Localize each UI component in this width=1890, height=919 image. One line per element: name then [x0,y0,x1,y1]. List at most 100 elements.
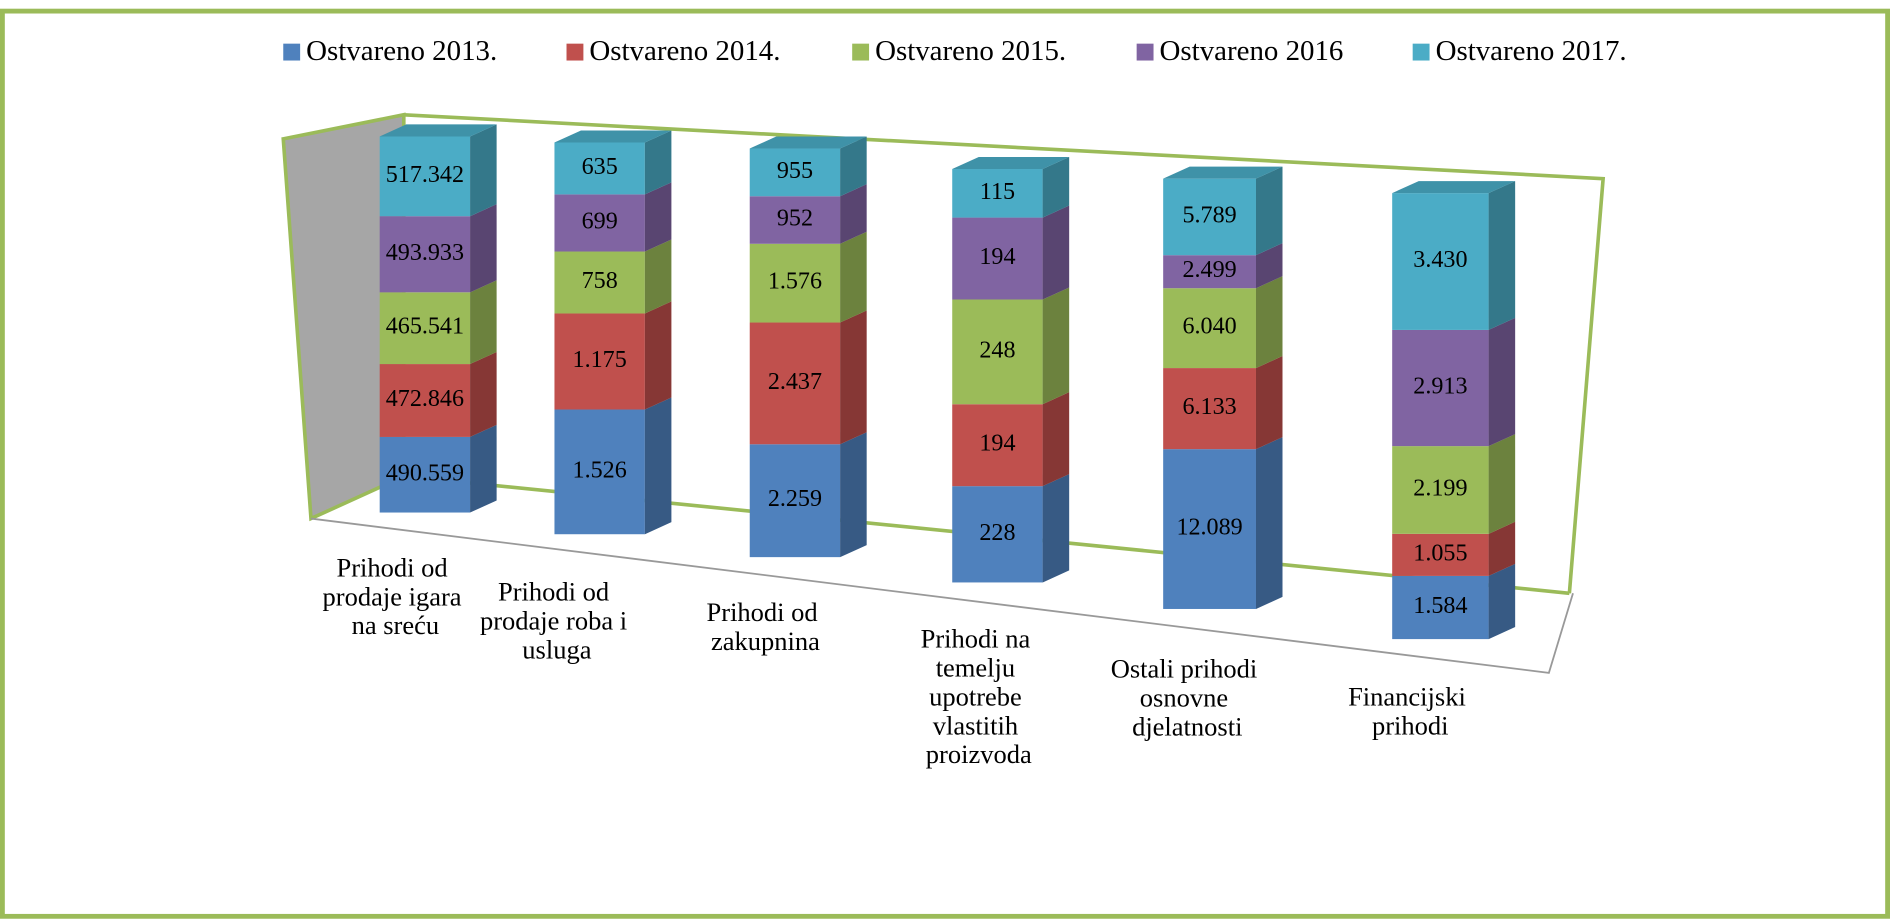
bar-front [1163,255,1256,289]
bar-segment [554,397,672,535]
bar-side-shade [1255,243,1283,289]
back-wall [403,112,1606,594]
bar-segment [1392,317,1516,447]
bar-side [840,184,867,244]
bar-side [1255,437,1283,609]
bar-top [1392,181,1516,194]
bar-side-shade [1488,317,1516,447]
data-label: 1.584 [1413,593,1467,619]
legend-label: Ostvareno 2016 [1160,35,1344,67]
bar-side [470,352,497,437]
bar-top-shade [952,156,1070,170]
bar-front [952,404,1043,487]
data-label: 2.259 [768,486,822,512]
bar-segment [554,301,672,410]
bar-side-shade [840,231,867,323]
bar-side [644,182,672,252]
legend-swatch [852,43,870,61]
data-label: 5.789 [1182,202,1236,228]
bar-side [470,204,497,293]
bar-side [644,397,672,535]
bar-front [749,444,841,558]
bar-side [840,136,867,197]
data-label: 1.055 [1413,540,1467,566]
x-tick-label: Prihodi od prodaje roba i usluga [480,577,634,665]
bar-front [1163,449,1256,609]
bar-front [379,292,471,365]
bar-segment [1163,276,1283,369]
bar-front [1392,193,1489,330]
bar-segment [749,310,867,445]
data-label: 758 [582,268,618,294]
bar-front [1163,178,1256,256]
bar-segment [379,280,497,365]
data-label: 699 [582,208,618,234]
bar-side [1255,243,1283,289]
bar-side-shade [1042,156,1070,218]
data-label: 2.499 [1182,257,1236,283]
bar-side-shade [1255,356,1283,450]
bar-side-shade [644,239,672,314]
bar-segment [1392,563,1516,640]
bar-side [840,231,867,323]
bar-front [952,169,1043,218]
bar-side [470,424,497,513]
x-tick-label: Ostali prihodi osnovne djelatnosti [1111,654,1264,742]
bar-side [470,124,497,217]
bar-front [1392,575,1489,640]
bar-top-shade [749,136,867,149]
x-tick-label: Financijski prihodi [1348,681,1472,740]
bar-side-shade [644,130,672,195]
data-label: 12.089 [1176,515,1242,541]
data-label: 115 [980,179,1015,205]
data-label: 194 [979,244,1015,270]
legend-label: Ostvareno 2017. [1436,35,1627,67]
bar-top-shade [1392,181,1516,194]
bar-side-shade [1488,181,1516,330]
bar-side-shade [470,424,497,513]
bar-side-shade [644,301,672,410]
bar-front [1163,288,1256,369]
bar-segment [554,130,672,195]
bar-front [379,364,471,437]
data-label: 490.559 [386,460,464,486]
legend-swatch [1136,43,1154,61]
bar-segment [952,474,1070,583]
bar-side [1488,563,1516,640]
floor [310,517,1574,674]
bar-segment [952,205,1070,300]
bar-top-shade [554,130,672,143]
bar-top-shade [1163,166,1283,179]
data-label: 2.437 [768,369,822,395]
bar-side [1042,287,1070,405]
bar-front [554,409,645,535]
bar-side-shade [1042,205,1070,300]
data-label: 465.541 [386,314,464,340]
bar-front [1392,329,1489,447]
bar-side-shade [1042,392,1070,487]
bar-side-shade [1488,434,1516,534]
bar-side [1042,474,1070,583]
bar-side-shade [1255,166,1283,256]
bar-front [1163,368,1256,450]
data-label: 3.430 [1413,247,1467,273]
legend-swatch [283,43,301,61]
legend-label: Ostvareno 2013. [306,35,497,67]
bar-segment [379,352,497,437]
bar-segment [1163,437,1283,609]
bar-side-shade [1255,437,1283,609]
x-tick-label: Prihodi od prodaje igara na sreću [323,552,469,640]
data-label: 517.342 [386,162,464,188]
bar-front [1392,446,1489,534]
bar-segment [749,231,867,323]
bar-front [554,142,645,195]
bar-top [379,124,497,137]
bar-side-shade [840,310,867,445]
bar-front [749,243,841,323]
x-tick-label: Prihodi od zakupnina [707,597,825,656]
bar-side-shade [470,280,497,365]
data-label: 1.526 [573,457,627,483]
bar-side-shade [1042,474,1070,583]
data-label: 1.175 [573,347,627,373]
bar-side [1255,166,1283,256]
